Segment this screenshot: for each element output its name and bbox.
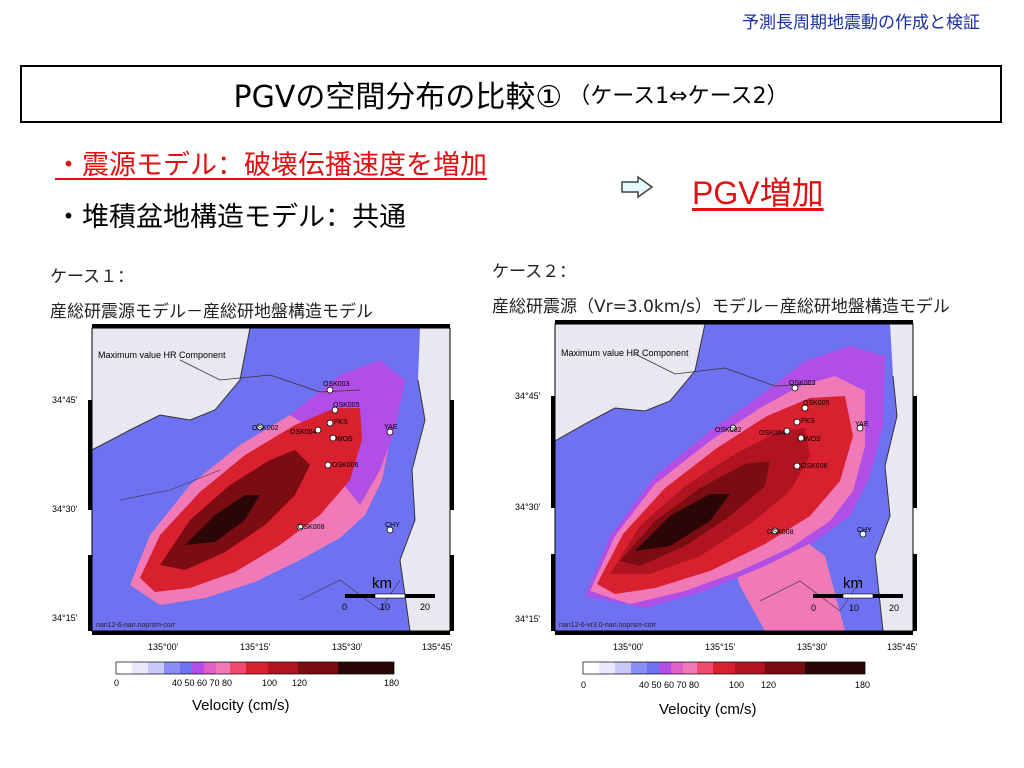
station-label: OSK004 xyxy=(290,429,317,436)
colorbar-tick: 0 xyxy=(114,678,119,688)
lat-tick: 34°45' xyxy=(52,395,78,405)
colorbar-tick: 120 xyxy=(761,680,776,690)
station-label: OSK008 xyxy=(298,524,325,531)
scale-tick: 0 xyxy=(342,602,347,612)
station-label: CHY xyxy=(857,527,872,534)
lat-tick: 34°45' xyxy=(515,391,541,401)
presentation-subtitle: 予測長周期地震動の作成と検証 xyxy=(742,13,980,33)
lat-tick: 34°15' xyxy=(515,614,541,624)
case1-label: ケース１： xyxy=(50,267,135,287)
lon-tick: 135°45' xyxy=(887,642,918,652)
colorbar-label: Velocity (cm/s) xyxy=(192,697,290,714)
colorbar xyxy=(582,661,866,675)
colorbar-tick: 180 xyxy=(855,680,870,690)
scale-unit: km xyxy=(372,575,392,592)
scale-tick: 20 xyxy=(420,602,430,612)
case2-label: ケース２： xyxy=(492,262,577,282)
scale-tick: 10 xyxy=(380,602,390,612)
case2-model-label: 産総研震源（Vr=3.0km/s）モデル－産総研地盤構造モデル xyxy=(492,297,950,317)
slide-title-cases: （ケース1⇔ケース2） xyxy=(568,84,789,109)
scale-tick: 10 xyxy=(849,603,859,613)
station-label: OSK005 xyxy=(333,402,360,409)
station-label: OSK003 xyxy=(789,380,816,387)
station-label: WOS xyxy=(804,436,821,443)
station-label: OSK002 xyxy=(715,427,742,434)
scale-unit: km xyxy=(843,575,863,592)
station-label: OSK004 xyxy=(759,430,786,437)
lon-tick: 135°00' xyxy=(613,642,644,652)
bullet-basin-model: ・堆積盆地構造モデル：共通 xyxy=(55,202,406,233)
station-label: YAE xyxy=(855,421,869,428)
lon-tick: 135°00' xyxy=(148,642,179,652)
colorbar xyxy=(115,661,395,675)
case1-model-label: 産総研震源モデル－産総研地盤構造モデル xyxy=(50,302,373,322)
station-label: OSK008 xyxy=(767,529,794,536)
bullet-source-model: ・震源モデル：破壊伝播速度を増加 xyxy=(55,150,487,181)
colorbar-label: Velocity (cm/s) xyxy=(659,701,757,718)
pgv-map-case1: Maximum value HR Component OSK003 OSK005… xyxy=(52,324,454,714)
station-label: YAE xyxy=(384,424,398,431)
lon-tick: 135°15' xyxy=(240,642,271,652)
colorbar-tick: 40 50 60 70 80 xyxy=(172,678,232,688)
map-footer: nan12-6-nan.noprsm-corr xyxy=(96,622,176,629)
result-text: PGV増加 xyxy=(692,175,824,211)
pgv-map-case2: Maximum value HR Component OSK003 OSK005… xyxy=(515,320,918,718)
colorbar-tick: 0 xyxy=(581,680,586,690)
lat-tick: 34°30' xyxy=(515,502,541,512)
station-label: WOS xyxy=(336,436,353,443)
slide-title-box: PGVの空間分布の比較① （ケース1⇔ケース2） xyxy=(20,65,1002,123)
lon-tick: 135°30' xyxy=(797,642,828,652)
colorbar-tick: 180 xyxy=(384,678,399,688)
lon-tick: 135°30' xyxy=(332,642,363,652)
station-label: OSK005 xyxy=(803,400,830,407)
station-label: OSK006 xyxy=(801,463,828,470)
colorbar-tick: 100 xyxy=(729,680,744,690)
colorbar-tick: 100 xyxy=(262,678,277,688)
station-label: OSK003 xyxy=(323,381,350,388)
colorbar-tick: 120 xyxy=(292,678,307,688)
slide-title: PGVの空間分布の比較① xyxy=(233,80,563,115)
station-label: CHY xyxy=(385,522,400,529)
lat-tick: 34°30' xyxy=(52,504,78,514)
lon-tick: 135°45' xyxy=(422,642,453,652)
scale-tick: 0 xyxy=(811,603,816,613)
right-arrow-icon xyxy=(621,175,654,199)
panel-title: Maximum value HR Component xyxy=(561,348,689,358)
panel-title: Maximum value HR Component xyxy=(98,350,226,360)
station-label: OSK006 xyxy=(332,462,359,469)
station-label: FKS xyxy=(801,418,815,425)
station-label: OSK002 xyxy=(252,425,279,432)
lat-tick: 34°15' xyxy=(52,613,78,623)
colorbar-tick: 40 50 60 70 80 xyxy=(639,680,699,690)
scale-tick: 20 xyxy=(889,603,899,613)
station-label: FKS xyxy=(334,419,348,426)
lon-tick: 135°15' xyxy=(705,642,736,652)
map-footer: nan12-6-vr3.0-nan.noprsm-corr xyxy=(559,622,657,629)
